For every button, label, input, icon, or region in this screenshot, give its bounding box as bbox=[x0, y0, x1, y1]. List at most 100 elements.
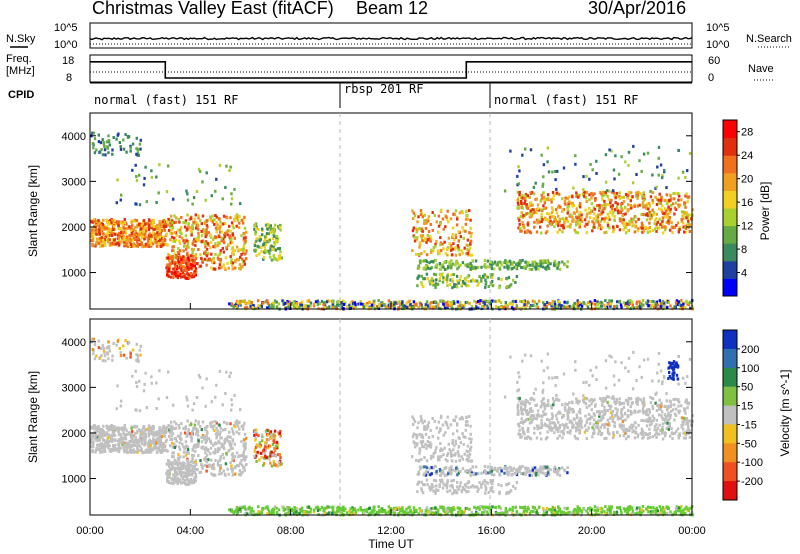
velocity-cell bbox=[127, 442, 130, 446]
power-cell bbox=[673, 305, 676, 309]
velocity-cell bbox=[228, 440, 232, 444]
power-cell bbox=[612, 227, 616, 231]
power-cell bbox=[230, 238, 233, 242]
power-cell bbox=[529, 191, 532, 195]
power-cell bbox=[528, 195, 531, 199]
power-cell bbox=[148, 232, 151, 236]
velocity-cell bbox=[654, 511, 657, 515]
power-cell bbox=[136, 148, 140, 152]
power-cell bbox=[131, 237, 134, 241]
power-cell bbox=[575, 191, 578, 195]
velocity-cell bbox=[173, 420, 176, 424]
velocity-cell bbox=[183, 479, 187, 483]
power-cell bbox=[663, 207, 667, 211]
velocity-cell bbox=[114, 448, 118, 452]
velocity-cell bbox=[184, 440, 188, 444]
power-cell bbox=[518, 193, 521, 197]
power-cell bbox=[469, 239, 473, 243]
power-cell bbox=[495, 306, 498, 310]
power-cell bbox=[394, 301, 397, 305]
power-cell bbox=[194, 239, 198, 243]
power-cell bbox=[515, 263, 518, 267]
power-cell bbox=[180, 258, 183, 262]
power-cell bbox=[539, 225, 542, 229]
velocity-cell bbox=[194, 419, 197, 423]
power-cell bbox=[633, 203, 637, 207]
power-cell bbox=[131, 168, 134, 172]
power-cell bbox=[533, 220, 536, 224]
power-cell bbox=[272, 228, 276, 232]
velocity-cell bbox=[236, 424, 240, 428]
power-cell bbox=[179, 228, 182, 232]
power-cell bbox=[543, 303, 547, 307]
power-cell bbox=[230, 197, 234, 201]
power-cell bbox=[270, 258, 274, 262]
power-cell bbox=[419, 303, 422, 307]
power-cell bbox=[667, 212, 671, 216]
power-cell bbox=[230, 202, 233, 206]
power-cell bbox=[624, 192, 628, 196]
power-cell bbox=[155, 175, 158, 179]
power-cell bbox=[199, 264, 203, 268]
velocity-cell bbox=[98, 442, 101, 446]
power-cell bbox=[212, 245, 215, 249]
power-cell bbox=[517, 165, 520, 169]
power-cell bbox=[518, 218, 521, 222]
power-cell bbox=[449, 278, 452, 282]
velocity-cell bbox=[178, 445, 181, 449]
power-cell bbox=[615, 191, 619, 195]
velocity-cell bbox=[432, 506, 436, 510]
velocity-cell bbox=[458, 507, 462, 510]
power-cell bbox=[194, 267, 197, 271]
power-cell bbox=[543, 198, 546, 202]
power-cell bbox=[218, 235, 221, 239]
power-cell bbox=[191, 224, 194, 227]
velocity-cell bbox=[218, 433, 221, 437]
power-cell bbox=[620, 305, 623, 309]
power-cell bbox=[666, 212, 669, 216]
power-cell bbox=[575, 215, 578, 219]
power-cell bbox=[258, 245, 261, 249]
power-cell bbox=[211, 220, 215, 224]
power-cell bbox=[622, 228, 625, 232]
velocity-cell bbox=[104, 359, 107, 363]
power-cell bbox=[561, 260, 564, 264]
power-cell bbox=[186, 266, 189, 269]
power-cell bbox=[647, 304, 650, 308]
power-cell bbox=[387, 304, 390, 308]
power-cell bbox=[632, 218, 635, 222]
power-cell bbox=[242, 218, 245, 222]
velocity-cell bbox=[97, 339, 100, 343]
power-cell bbox=[464, 263, 467, 267]
power-cell bbox=[309, 304, 312, 308]
power-cell bbox=[93, 137, 97, 141]
power-cell bbox=[429, 306, 433, 310]
power-cell bbox=[493, 267, 496, 271]
power-cell bbox=[107, 237, 110, 241]
power-cell bbox=[524, 266, 527, 270]
power-cell bbox=[487, 299, 490, 303]
power-cell bbox=[667, 205, 670, 209]
velocity-cell bbox=[188, 482, 191, 486]
power-cell bbox=[491, 280, 494, 283]
power-cell bbox=[454, 263, 457, 267]
velocity-cell bbox=[103, 433, 107, 437]
velocity-cell bbox=[292, 512, 295, 516]
velocity-cell bbox=[186, 478, 190, 482]
power-cell bbox=[112, 242, 115, 246]
power-cell bbox=[191, 274, 194, 278]
power-cell bbox=[169, 214, 173, 218]
velocity-cell bbox=[177, 464, 180, 468]
power-cell bbox=[172, 274, 175, 278]
velocity-cell bbox=[616, 506, 619, 510]
power-cell bbox=[469, 253, 472, 257]
velocity-cell bbox=[328, 505, 331, 509]
power-cell bbox=[227, 243, 231, 247]
power-cell bbox=[661, 204, 664, 208]
power-cell bbox=[434, 242, 437, 246]
power-cell bbox=[632, 223, 636, 227]
power-cell bbox=[497, 306, 500, 309]
power-cell bbox=[190, 226, 194, 230]
power-cell bbox=[511, 302, 514, 306]
power-cell bbox=[437, 249, 441, 253]
